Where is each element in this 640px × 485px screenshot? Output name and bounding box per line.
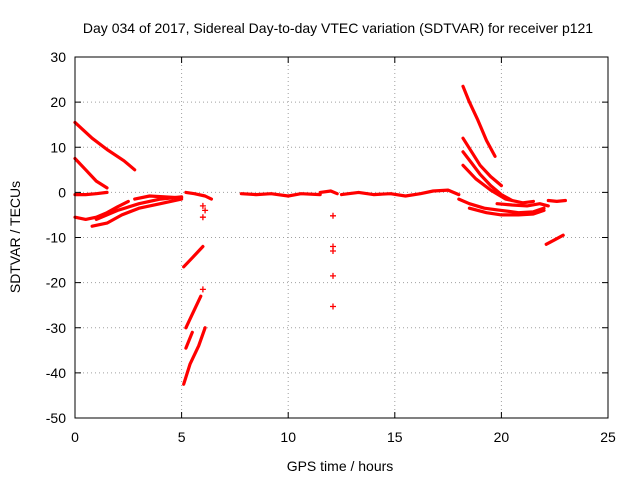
x-tick-label: 25 <box>600 429 616 445</box>
y-tick-label: -10 <box>46 230 66 246</box>
x-tick-label: 0 <box>71 429 79 445</box>
x-tick-label: 20 <box>494 429 510 445</box>
y-tick-label: 20 <box>50 94 66 110</box>
y-tick-label: -40 <box>46 365 66 381</box>
data-series-arc-18 <box>461 150 514 203</box>
y-tick-label: -20 <box>46 275 66 291</box>
data-point-marker <box>330 248 336 254</box>
data-series-arc-22 <box>495 202 550 208</box>
data-series-arc-12 <box>182 326 207 386</box>
plot-frame <box>74 56 609 419</box>
data-series-arc-13 <box>239 192 322 198</box>
data-series-arc-20 <box>457 197 546 215</box>
data-point-marker <box>330 303 336 310</box>
data-series-arc-5 <box>90 197 184 228</box>
y-axis-label: SDTVAR / TECUs <box>7 181 23 293</box>
data-series-arc-16 <box>461 84 497 158</box>
data-point-marker <box>202 207 209 214</box>
data-series-arc-8 <box>184 190 213 201</box>
data-point-marker <box>330 212 336 219</box>
data-series-arc-14 <box>318 189 339 196</box>
y-tick-label: 0 <box>58 184 66 200</box>
grid <box>75 57 608 418</box>
data-series <box>73 84 567 386</box>
y-tick-label: 10 <box>50 139 66 155</box>
y-tick-label: 30 <box>50 49 66 65</box>
x-tick-label: 15 <box>387 429 403 445</box>
data-point-marker <box>330 272 336 279</box>
data-series-arc-2 <box>73 156 109 190</box>
chart-title: Day 034 of 2017, Sidereal Day-to-day VTE… <box>83 20 593 36</box>
data-series-arc-21 <box>467 206 546 217</box>
data-series-arc-3 <box>73 190 109 197</box>
data-point-marker <box>199 202 206 209</box>
data-series-arc-23 <box>546 198 567 203</box>
x-axis-label: GPS time / hours <box>287 458 394 474</box>
data-series-arc-24 <box>544 233 565 246</box>
data-point-marker <box>199 214 206 221</box>
data-series-arc-19 <box>461 163 535 205</box>
data-series-arc-11 <box>184 330 194 350</box>
x-tick-label: 5 <box>178 429 186 445</box>
data-series-arc-1 <box>73 120 137 172</box>
data-series-arc-10 <box>184 294 203 330</box>
data-series-arc-15 <box>339 188 461 198</box>
data-series-arc-7 <box>133 194 184 201</box>
data-point-marker <box>199 286 206 293</box>
axis-ticks: 0 5 10 15 20 25 -50 -40 -30 -20 -10 0 10 20 30 <box>46 49 616 445</box>
data-series-arc-17 <box>461 136 503 188</box>
data-series-arc-9 <box>182 244 205 269</box>
x-tick-label: 10 <box>280 429 296 445</box>
data-series-arc-4 <box>73 199 130 221</box>
y-tick-label: -50 <box>46 410 66 426</box>
y-tick-label: -30 <box>46 320 66 336</box>
